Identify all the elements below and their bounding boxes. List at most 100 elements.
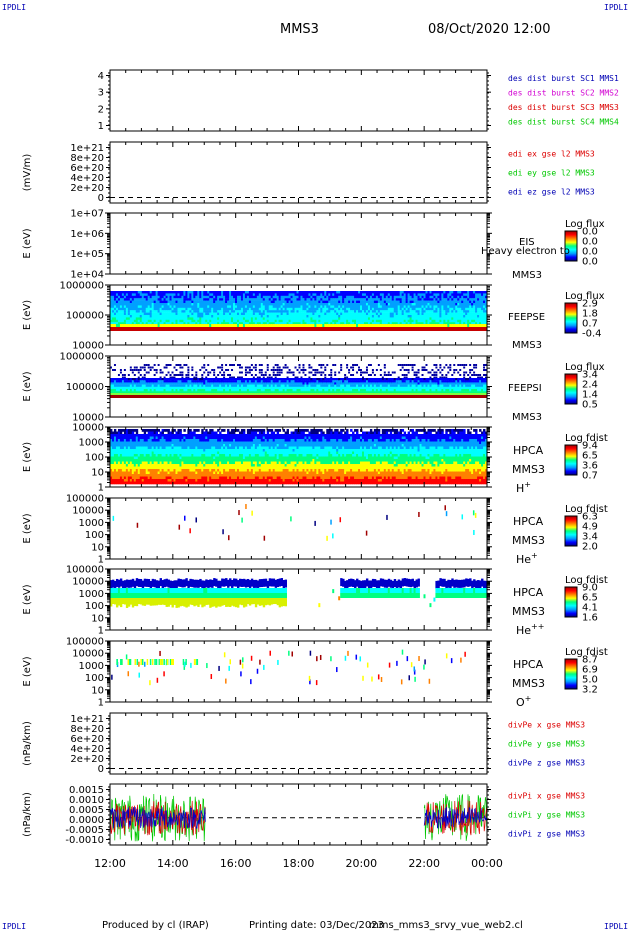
spectrogram-cell [358,384,361,387]
spectrogram-cell [344,305,347,308]
spectrogram-cell [278,303,282,306]
spectrogram-cell [459,319,462,323]
spectrogram-cell [238,295,242,299]
spectrogram-cell [369,293,373,296]
spectrogram-cell [294,376,297,379]
spectrogram-cell [383,312,387,316]
spectrogram-cell [149,303,153,306]
spectrogram-cell [246,395,250,398]
spectrogram-cell [300,391,303,394]
spectrogram-cell [147,380,151,383]
spectrogram-cell [207,300,210,304]
spectrogram-cell [365,295,369,299]
spectrogram-cell [155,298,159,301]
y-tick-label: 6e+20 [70,163,104,174]
spectrogram-cell [324,298,327,301]
spectrogram-cell [411,327,414,331]
spectrogram-cell [358,310,361,313]
spectrogram-cell [143,324,147,327]
spectrogram-cell [171,327,174,331]
spectrogram-cell [181,327,184,331]
spectrogram-cell [415,307,418,311]
spectrogram-cell [121,303,125,306]
spectrogram-cell [294,312,297,316]
spectrogram-cell [284,382,287,385]
spectrogram-cell [314,393,317,395]
spectrogram-cell [183,319,186,323]
spectrogram-cell [179,391,182,394]
spectrogram-cell [153,327,157,331]
spectrogram-cell [117,324,121,327]
spectrogram-cell [179,300,182,304]
spectrogram-cell [415,298,418,301]
spectrogram-cell [242,322,246,325]
spectrogram-cell [217,389,220,392]
spectrogram-cell [358,291,361,294]
spectrogram-cell [227,380,230,383]
spectrogram-cell [294,300,297,304]
spectrogram-cell [395,322,399,325]
spectrogram-cell [110,389,113,392]
spectrogram-cell [189,315,192,318]
spectrogram-cell [336,305,339,308]
spectrogram-cell [361,298,365,301]
spectrogram-cell [326,364,329,366]
spectrogram-cell [346,293,349,296]
spectrogram-cell [115,324,119,327]
spectrogram-cell [328,300,331,304]
spectrogram-cell [344,395,347,398]
spectrogram-cell [328,310,331,313]
spectrogram-cell [332,315,335,318]
spectrogram-cell [187,322,190,325]
y-tick-label: 10000 [72,341,104,352]
spectrogram-cell [115,317,119,320]
spectrogram-cell [199,310,202,313]
spectrogram-cell [391,322,395,325]
spectrogram-cell [195,305,198,308]
spectrogram-cell [326,327,329,331]
spectrogram-cell [296,307,299,311]
spectrogram-cell [250,384,254,387]
spectrogram-cell [272,298,276,301]
spectrogram-cell [169,391,172,394]
spectrogram-cell [129,393,133,395]
spectrogram-cell [181,303,184,306]
spectrogram-cell [187,307,190,311]
spectrogram-cell [403,293,407,296]
spectrogram-cell [250,310,254,313]
spectrogram-cell [211,303,214,306]
spectrogram-cell [179,291,182,294]
spectrogram-cell [330,305,333,308]
spectrogram-cell [147,371,150,374]
spectrogram-cell [207,293,210,296]
spectrogram-cell [203,307,206,311]
spectrogram-cell [328,378,331,381]
spectrogram-cell [334,389,337,392]
spectrogram-cell [342,310,345,313]
spectrogram-cell [197,393,200,395]
spectrogram-cell [477,307,480,311]
spectrogram-cell [133,395,137,398]
spectrogram-cell [133,315,137,318]
spectrogram-cell [191,315,194,318]
spectrogram-cell [407,315,411,318]
spectrogram-cell [193,307,196,311]
spectrogram-cell [463,298,466,301]
spectrogram-cell [443,312,446,316]
spectrogram-cell [391,307,395,311]
spectrogram-cell [229,374,232,376]
spectrogram-cell [121,376,124,379]
spectrogram-cell [288,380,291,383]
spectrogram-cell [443,305,446,308]
spectrogram-cell [209,298,212,301]
spectrogram-cell [312,382,315,385]
spectrogram-cell [183,378,186,381]
spectrogram-cell [223,319,226,323]
spectrogram-cell [361,307,365,311]
spectrogram-cell [437,322,440,325]
spectrogram-cell [433,324,436,327]
spectrogram-cell [217,305,220,308]
spectrogram-cell [465,317,468,320]
spectrogram-cell [185,324,188,327]
spectrogram-cell [332,291,335,294]
